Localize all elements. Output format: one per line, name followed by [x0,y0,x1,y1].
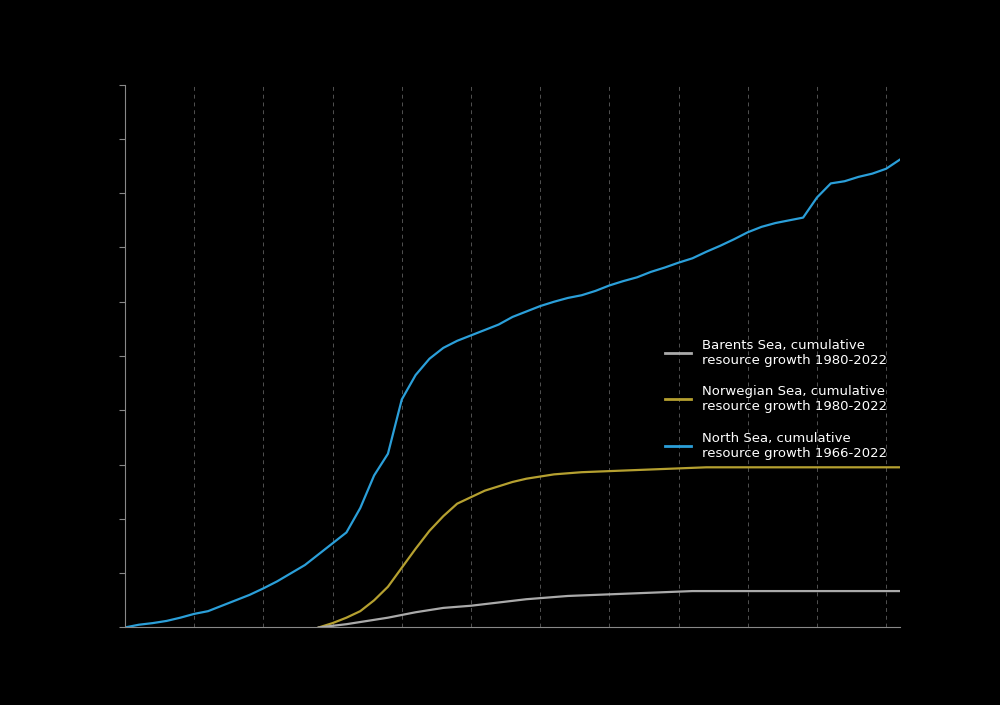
Legend: Barents Sea, cumulative
resource growth 1980-2022, Norwegian Sea, cumulative
res: Barents Sea, cumulative resource growth … [658,332,893,467]
